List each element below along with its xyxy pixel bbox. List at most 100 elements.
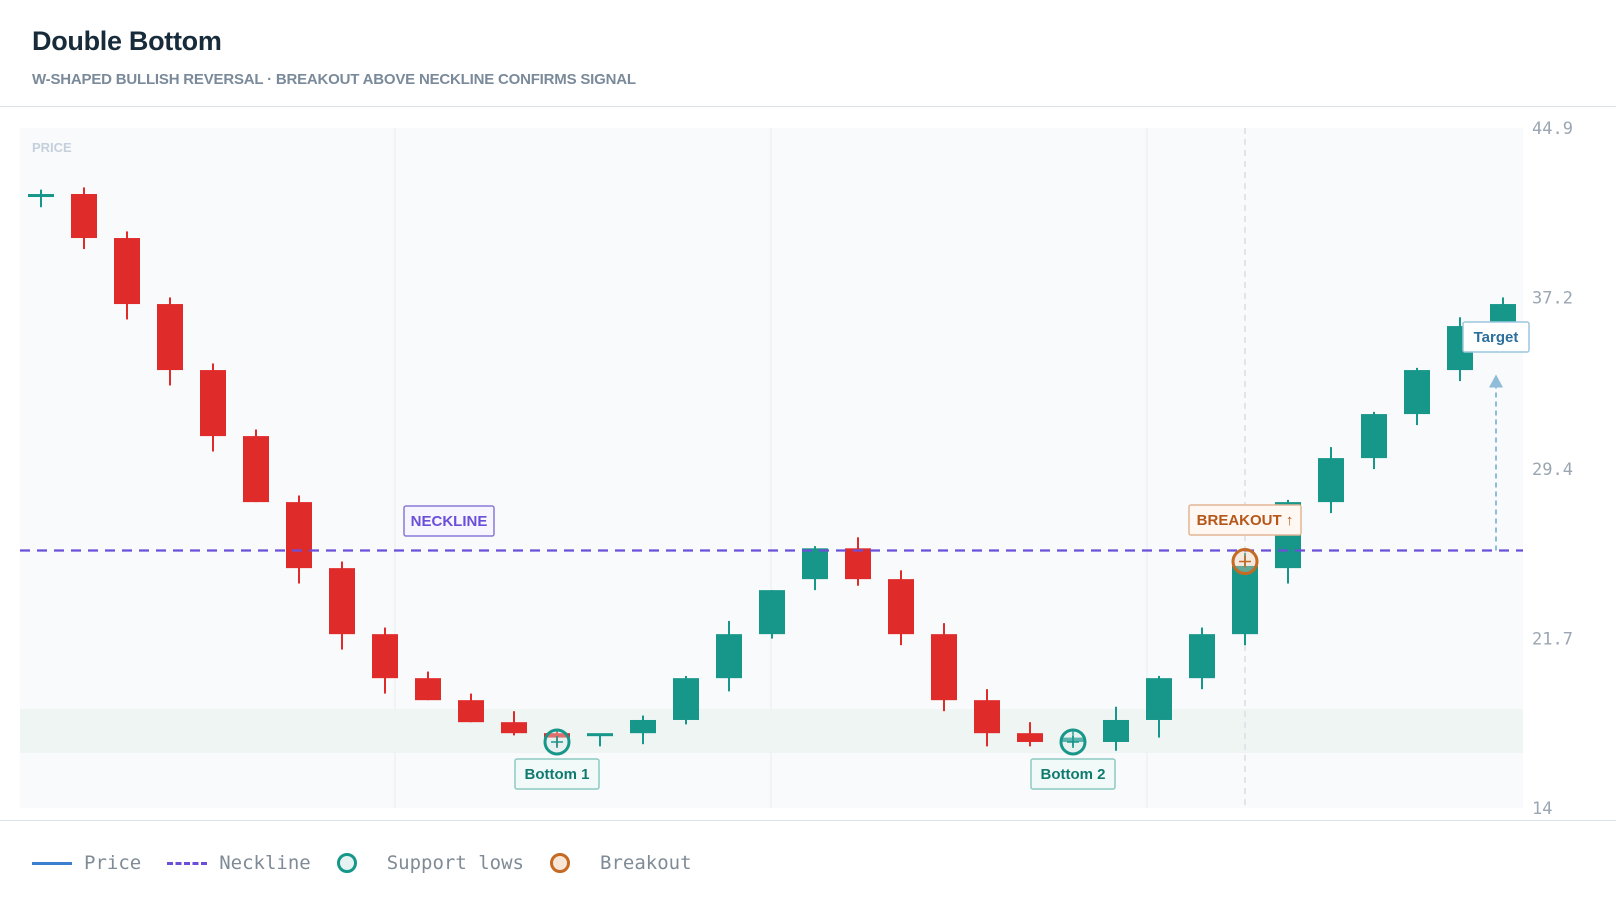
candle-body xyxy=(1404,370,1430,415)
candle-8 xyxy=(372,627,398,694)
candle-body xyxy=(888,579,914,635)
candle-body xyxy=(1490,304,1516,327)
candle-body xyxy=(243,436,269,503)
candlestick-chart: NECKLINE Bottom 1 Bottom 2 BREAKOUT ↑ Target… xyxy=(20,119,1573,819)
solid-line-icon xyxy=(32,861,72,865)
candle-body xyxy=(759,590,785,635)
bottom-2-label: Bottom 2 xyxy=(1030,758,1116,790)
candles xyxy=(28,187,1516,751)
candle-21 xyxy=(931,623,957,712)
candle-body xyxy=(458,700,484,723)
chart-header: Double Bottom W-SHAPED BULLISH REVERSAL … xyxy=(32,26,1616,88)
candle-3 xyxy=(157,297,183,386)
candle-body xyxy=(200,370,226,437)
candle-body xyxy=(71,194,97,239)
candle-10 xyxy=(458,693,484,723)
candle-14 xyxy=(630,715,656,745)
legend-label: Support lows xyxy=(386,852,524,874)
candle-22 xyxy=(974,689,1000,747)
dashed-line-icon xyxy=(167,861,208,865)
neckline-label: NECKLINE xyxy=(403,505,495,537)
markers xyxy=(543,548,1259,756)
target-label: Target xyxy=(1462,321,1530,353)
candle-body xyxy=(1189,634,1215,679)
candle-25 xyxy=(1103,706,1129,751)
target-label-text: Target xyxy=(1474,329,1519,346)
chart-subtitle: W-SHAPED BULLISH REVERSAL · BREAKOUT ABO… xyxy=(32,71,636,88)
candle-5 xyxy=(243,429,269,503)
annotation-tags: NECKLINE Bottom 1 Bottom 2 BREAKOUT ↑ Target xyxy=(403,321,1530,790)
legend-label: Breakout xyxy=(600,852,692,874)
candle-11 xyxy=(501,711,527,736)
y-axis-ticks: 44.9 37.2 29.4 21.7 14 xyxy=(1532,119,1573,819)
candle-15 xyxy=(673,675,699,725)
candle-27 xyxy=(1189,627,1215,690)
candle-18 xyxy=(802,546,828,591)
breakout-marker xyxy=(1231,548,1259,576)
legend-label: Price xyxy=(84,852,142,874)
legend-item-neckline: Neckline xyxy=(167,852,311,874)
breakout-label-text: BREAKOUT ↑ xyxy=(1197,512,1294,529)
legend-item-support-lows: Support lows xyxy=(336,852,524,874)
candle-23 xyxy=(1017,722,1043,747)
candle-body xyxy=(802,548,828,580)
candle-13 xyxy=(587,733,613,747)
candle-17 xyxy=(759,590,785,639)
support-low-marker-1 xyxy=(543,728,571,756)
candle-body xyxy=(28,194,54,198)
candle-body xyxy=(630,719,656,734)
candle-body xyxy=(1361,414,1387,459)
candle-body xyxy=(673,678,699,720)
y-axis-label: PRICE xyxy=(32,140,72,155)
candle-31 xyxy=(1361,411,1387,470)
candle-20 xyxy=(888,570,914,646)
candle-19 xyxy=(845,537,871,586)
y-tick-label: 14 xyxy=(1532,799,1552,819)
bottom-1-label: Bottom 1 xyxy=(514,758,600,790)
candle-1 xyxy=(71,187,97,250)
candle-32 xyxy=(1404,367,1430,426)
candle-body xyxy=(974,700,1000,734)
bottom-1-label-text: Bottom 1 xyxy=(525,766,590,783)
candle-body xyxy=(1103,719,1129,742)
candle-body xyxy=(716,634,742,679)
candle-body xyxy=(845,548,871,580)
candle-body xyxy=(931,634,957,701)
support-zone xyxy=(20,708,1523,753)
legend-label: Neckline xyxy=(219,852,311,874)
y-tick-label: 29.4 xyxy=(1532,460,1573,480)
candle-26 xyxy=(1146,675,1172,738)
teal-circle-icon xyxy=(336,853,357,873)
y-tick-label: 37.2 xyxy=(1532,288,1573,308)
candle-body xyxy=(372,634,398,679)
candle-4 xyxy=(200,363,226,452)
candle-body xyxy=(415,678,441,701)
candle-body xyxy=(1232,565,1258,635)
bottom-2-label-text: Bottom 2 xyxy=(1041,766,1106,783)
candle-body xyxy=(157,304,183,371)
y-tick-label: 21.7 xyxy=(1532,630,1573,650)
candle-body xyxy=(587,733,613,737)
legend: Price Neckline Support lows Breakout xyxy=(32,848,718,878)
legend-divider xyxy=(0,820,1616,821)
candle-7 xyxy=(329,561,355,650)
candle-16 xyxy=(716,620,742,692)
candle-9 xyxy=(415,671,441,701)
breakout-label: BREAKOUT ↑ xyxy=(1188,504,1302,536)
orange-circle-icon xyxy=(550,853,570,873)
candle-body xyxy=(286,502,312,569)
candle-body xyxy=(329,568,355,635)
candle-body xyxy=(114,238,140,305)
candle-body xyxy=(501,722,527,734)
candle-body xyxy=(1318,458,1344,503)
chart-title: Double Bottom xyxy=(32,26,222,56)
header-divider xyxy=(0,106,1616,107)
legend-item-breakout: Breakout xyxy=(550,852,692,874)
candle-28 xyxy=(1232,552,1258,646)
candle-30 xyxy=(1318,447,1344,514)
candle-body xyxy=(544,733,570,738)
support-low-marker-2 xyxy=(1059,728,1087,756)
target-arrow-head xyxy=(1489,374,1503,388)
y-tick-label: 44.9 xyxy=(1532,119,1573,139)
candle-2 xyxy=(114,231,140,320)
